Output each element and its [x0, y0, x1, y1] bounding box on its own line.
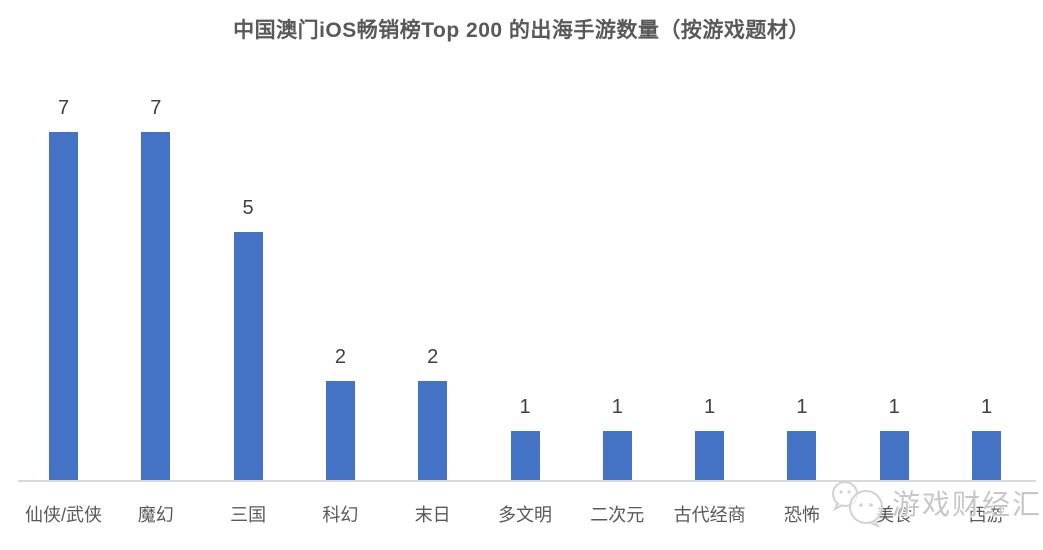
category-label: 古代经商 [673, 505, 746, 525]
x-axis-line [18, 480, 1036, 482]
category-label: 末日 [414, 505, 451, 525]
bar-古代经商 [695, 431, 725, 481]
category-label: 恐怖 [783, 505, 820, 525]
bar-科幻 [325, 381, 355, 481]
category-label: 仙侠/武侠 [24, 505, 102, 525]
bar-魔幻 [141, 131, 171, 481]
category-label: 三国 [230, 505, 267, 525]
bar-多文明 [510, 431, 540, 481]
bar-仙侠/武侠 [49, 131, 78, 481]
value-label: 2 [334, 346, 346, 369]
bar-美食 [879, 431, 909, 481]
value-label: 7 [57, 96, 70, 119]
category-label: 科幻 [322, 505, 359, 525]
value-label: 1 [519, 396, 531, 419]
value-label: 2 [427, 346, 439, 369]
value-label: 7 [150, 96, 162, 119]
value-label: 1 [611, 396, 623, 419]
value-label: 1 [704, 396, 716, 419]
bar-二次元 [602, 431, 632, 481]
category-label: 西游 [968, 505, 1005, 525]
value-label: 1 [796, 396, 808, 419]
chart-title: 中国澳门iOS畅销榜Top 200 的出海手游数量（按游戏题材） [233, 19, 810, 42]
value-label: 1 [980, 396, 993, 419]
category-label: 多文明 [498, 505, 552, 525]
value-label: 5 [242, 196, 254, 219]
bar-西游 [972, 431, 1001, 481]
value-label: 1 [888, 396, 900, 419]
bar-恐怖 [787, 431, 817, 481]
category-label: 二次元 [590, 505, 645, 525]
bar-三国 [233, 231, 263, 481]
category-label: 魔幻 [137, 505, 174, 525]
bar-末日 [418, 381, 448, 481]
category-label: 美食 [876, 505, 913, 525]
